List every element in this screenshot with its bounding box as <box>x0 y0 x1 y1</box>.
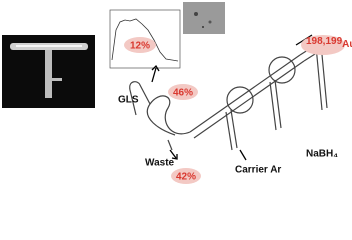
carrier-label: Carrier Ar <box>235 165 281 176</box>
waste-label: Waste <box>145 158 175 169</box>
photo <box>2 35 95 108</box>
yield-waste: 42% <box>176 172 196 183</box>
yield-signal: 12% <box>130 41 150 52</box>
yield-gls: 46% <box>173 88 193 99</box>
isotope-label: 198,199Au <box>306 36 352 50</box>
badge <box>168 84 198 100</box>
reductant-label: NaBH₄ <box>306 149 338 160</box>
badge <box>124 37 156 53</box>
element: Au <box>342 39 352 50</box>
isotope-mass: 198,199 <box>306 36 343 47</box>
diagram: 12% 46% 42% GLS Waste Carrier Ar NaBH₄ 1… <box>2 2 352 184</box>
badge <box>301 35 345 55</box>
gls-label: GLS <box>118 95 139 106</box>
badge <box>171 168 201 184</box>
tem-image <box>183 2 225 34</box>
